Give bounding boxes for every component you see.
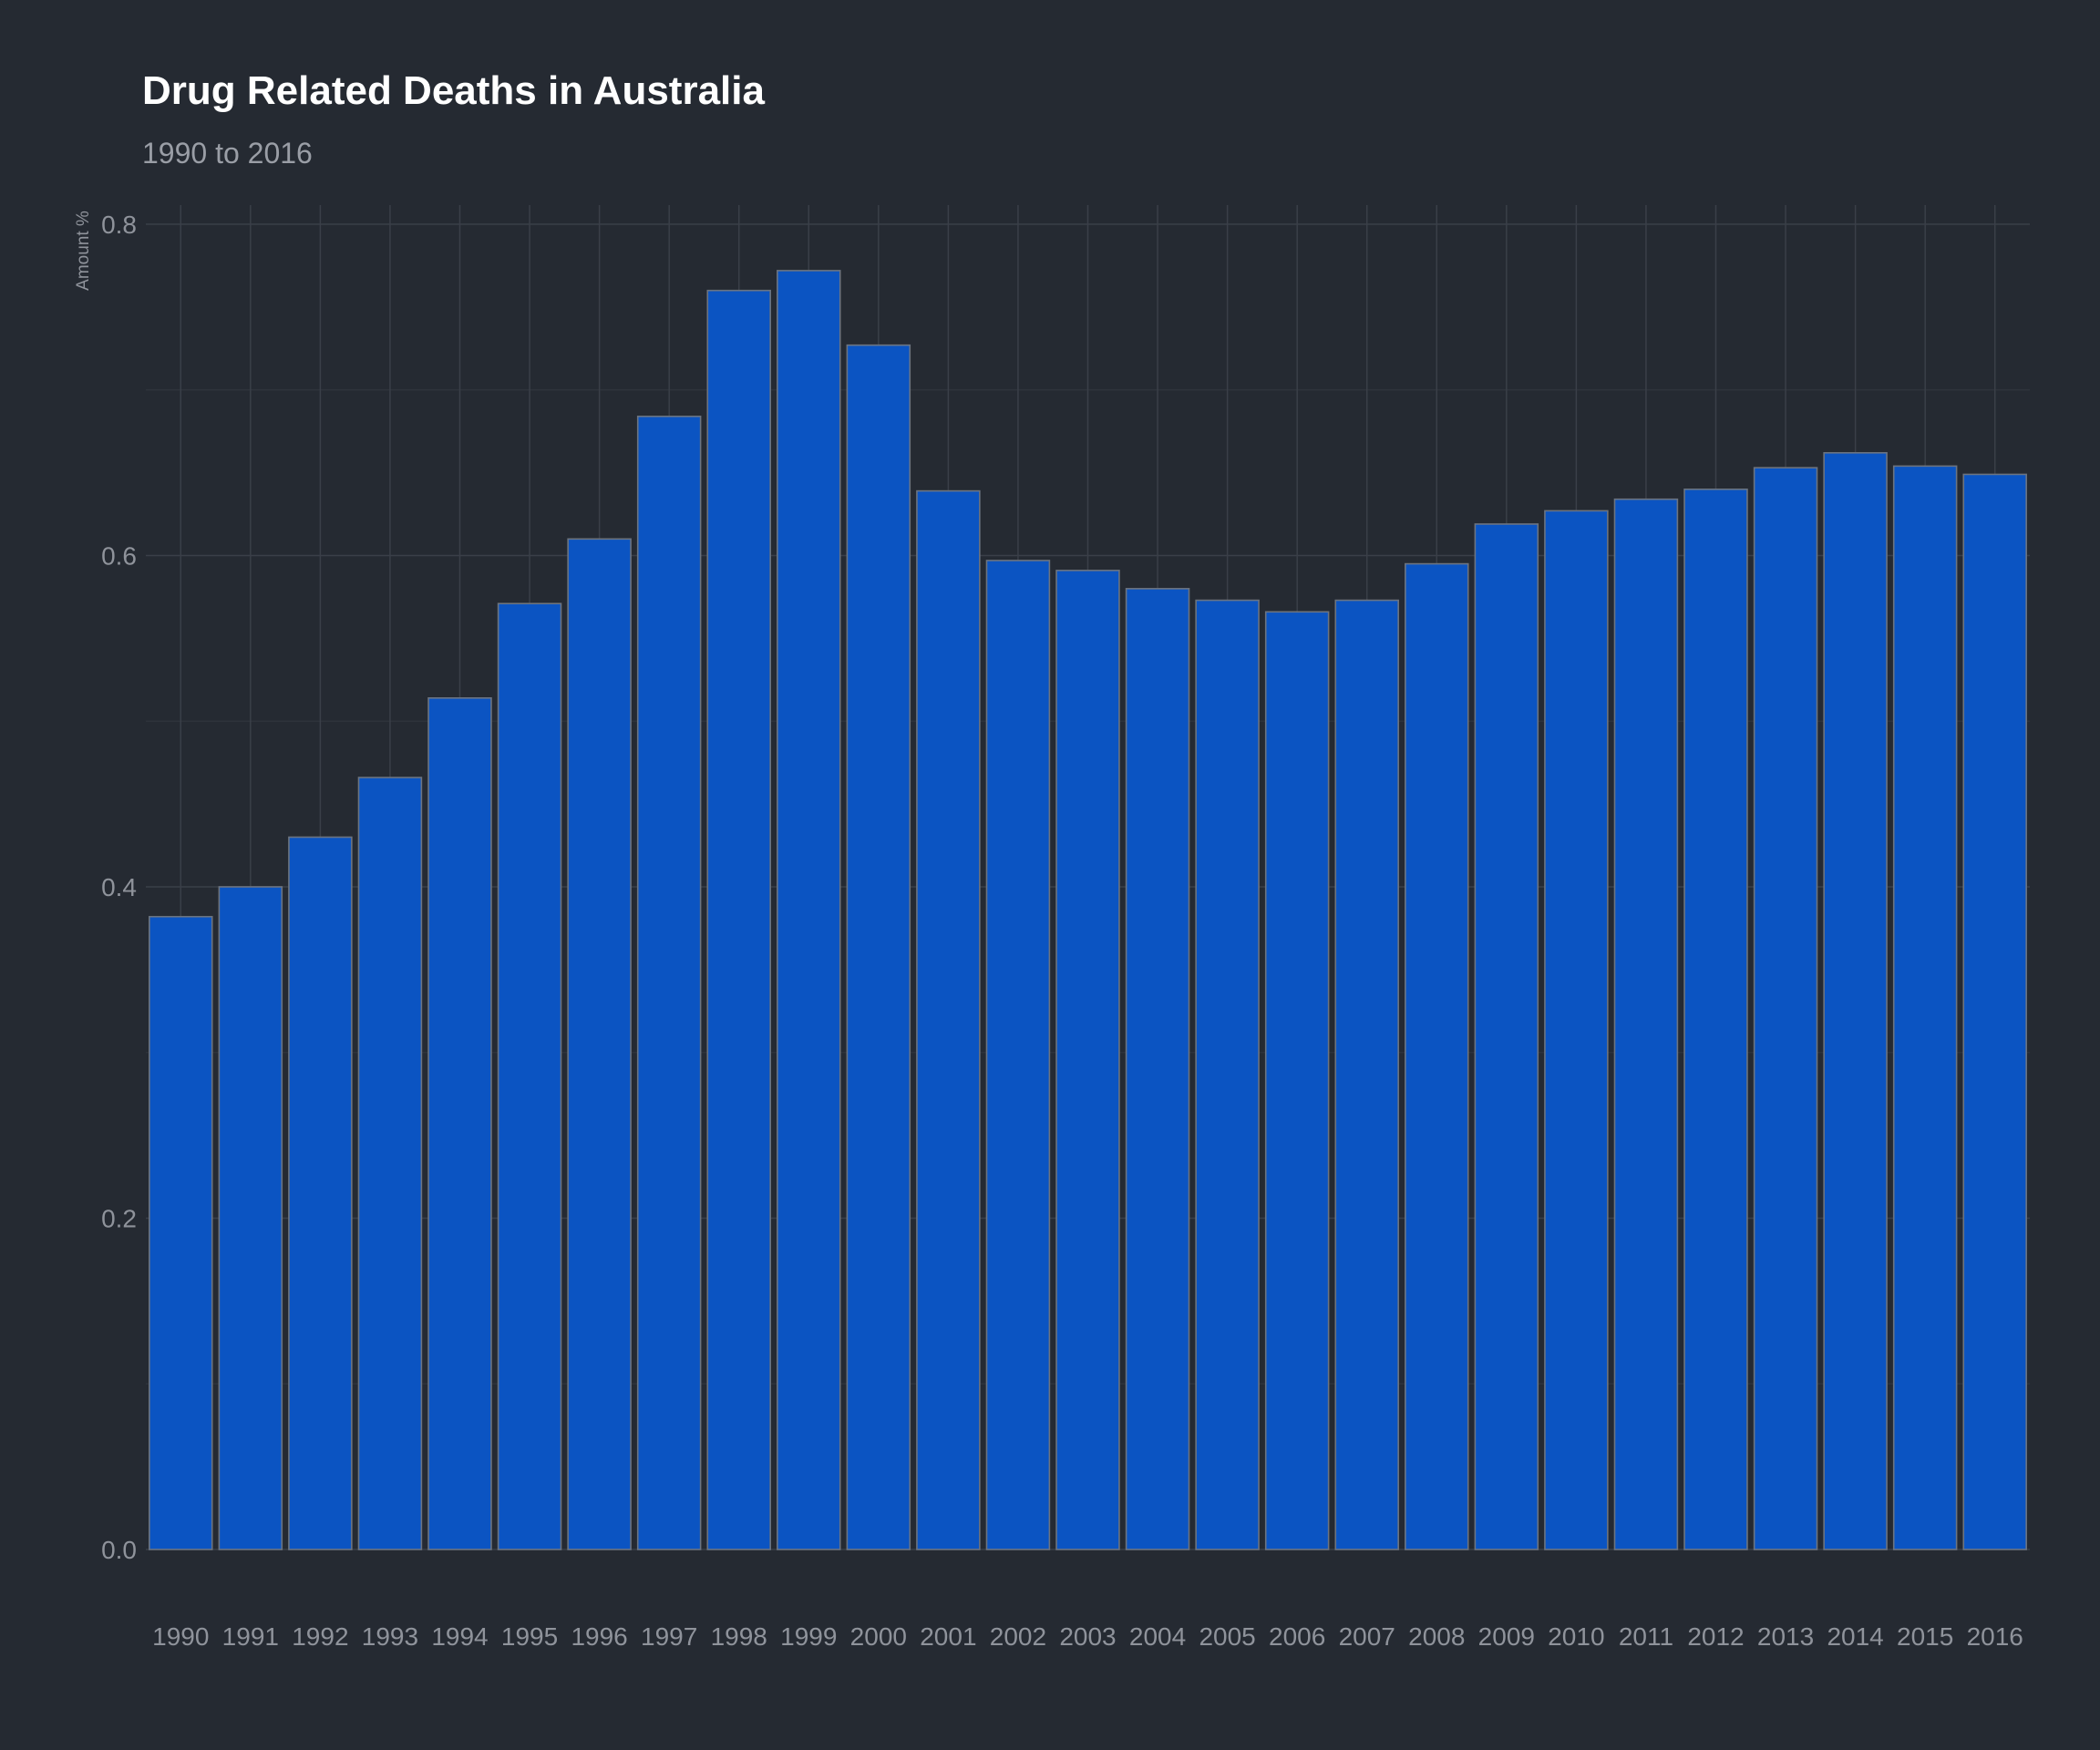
y-tick-label: 0.6 [101,542,137,571]
chart-title: Drug Related Deaths in Australia [142,68,765,113]
x-tick-label: 2000 [850,1622,907,1651]
bar-1996 [567,538,632,1550]
x-tick-label: 2002 [990,1622,1046,1651]
x-tick-label: 2015 [1897,1622,1953,1651]
x-tick-label: 1997 [641,1622,697,1651]
bar-2012 [1683,488,1748,1550]
bar-2004 [1125,588,1190,1550]
bar-2013 [1753,467,1818,1550]
bar-1998 [706,289,771,1550]
x-tick-label: 2011 [1619,1622,1673,1651]
bar-2015 [1892,465,1958,1550]
x-tick-label: 1998 [711,1622,767,1651]
x-tick-label: 1995 [501,1622,558,1651]
bar-1990 [149,915,213,1550]
x-tick-label: 2004 [1129,1622,1186,1651]
y-tick-label: 0.0 [101,1536,137,1564]
bar-2014 [1823,452,1888,1550]
x-tick-label: 1996 [571,1622,627,1651]
x-tick-label: 2016 [1967,1622,2023,1651]
x-tick-label: 1994 [431,1622,488,1651]
bars [149,270,2027,1550]
bar-1992 [288,836,353,1550]
bar-1994 [427,697,492,1550]
y-tick-label: 0.2 [101,1205,137,1233]
x-tick-label: 2010 [1548,1622,1604,1651]
bar-2008 [1405,562,1469,1550]
chart-subtitle: 1990 to 2016 [142,137,313,170]
x-axis-ticks: 1990 1991 1992 1993 1994 1995 1996 1997 1998 1999… [152,1622,2023,1651]
bar-2011 [1613,498,1679,1550]
x-tick-label: 2012 [1687,1622,1744,1651]
x-tick-label: 1999 [780,1622,837,1651]
y-axis-ticks: 0.0 0.2 0.4 0.6 0.8 [101,211,137,1564]
x-tick-label: 2008 [1408,1622,1465,1651]
x-tick-label: 2005 [1199,1622,1255,1651]
x-tick-label: 2003 [1059,1622,1116,1651]
x-tick-label: 1991 [222,1622,279,1651]
bar-1991 [218,886,283,1550]
bar-2005 [1195,599,1260,1550]
bar-2006 [1264,611,1330,1550]
y-tick-label: 0.4 [101,873,137,901]
bar-2003 [1055,570,1120,1550]
y-axis-label: Amount % [74,211,93,291]
bar-2007 [1334,599,1399,1550]
x-tick-label: 2007 [1339,1622,1395,1651]
bar-1997 [636,416,702,1550]
bar-2001 [916,489,981,1550]
x-tick-label: 2006 [1269,1622,1325,1651]
bar-2010 [1544,510,1609,1550]
y-tick-label: 0.8 [101,211,137,239]
x-tick-label: 2013 [1757,1622,1814,1651]
bar-1995 [497,602,562,1550]
bar-1993 [357,777,423,1550]
x-tick-label: 2001 [920,1622,976,1651]
x-tick-label: 2009 [1478,1622,1535,1651]
x-tick-label: 2014 [1827,1622,1883,1651]
bar-2002 [985,560,1051,1550]
x-tick-label: 1993 [362,1622,418,1651]
bar-2016 [1962,473,2027,1550]
x-tick-label: 1992 [292,1622,348,1651]
bar-2009 [1474,523,1539,1550]
x-tick-label: 1990 [152,1622,209,1651]
bar-2000 [846,344,911,1550]
bar-1999 [777,270,841,1550]
